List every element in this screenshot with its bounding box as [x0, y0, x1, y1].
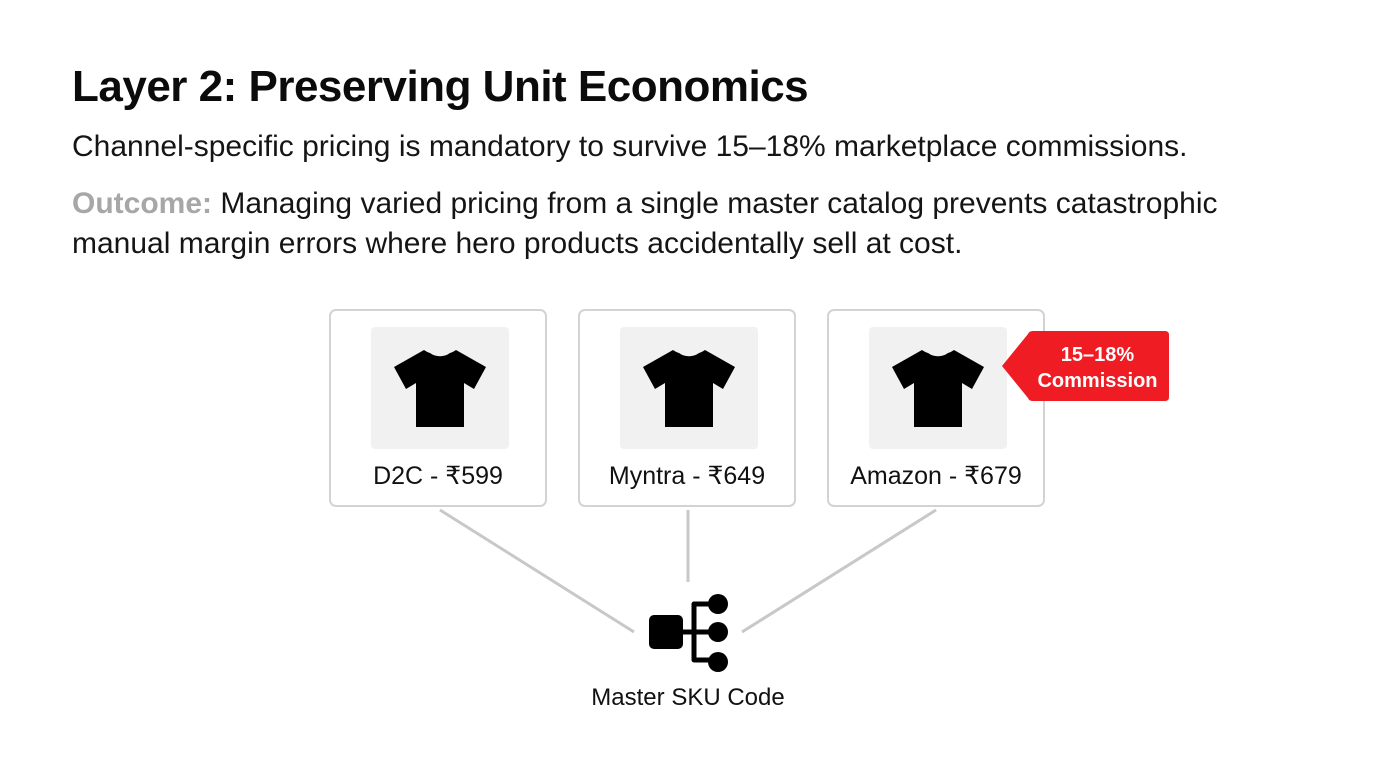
tshirt-icon: [892, 350, 984, 427]
connector-amazon: [741, 508, 937, 634]
channel-card-d2c: D2C - ₹599: [329, 309, 547, 507]
channel-price-label: D2C - ₹599: [373, 462, 503, 490]
tshirt-icon: [394, 350, 486, 427]
product-image: [620, 327, 758, 449]
outcome-paragraph: Outcome: Managing varied pricing from a …: [72, 184, 1312, 264]
connector-d2c: [439, 508, 635, 634]
outcome-label: Outcome:: [72, 187, 213, 220]
page-subtitle: Channel-specific pricing is mandatory to…: [72, 130, 1188, 163]
channel-card-amazon: Amazon - ₹679: [827, 309, 1045, 507]
tshirt-icon: [643, 350, 735, 427]
product-image: [869, 327, 1007, 449]
badge-percent: 15–18%: [1060, 344, 1135, 366]
outcome-text: Managing varied pricing from a single ma…: [72, 187, 1218, 260]
channel-price-label: Amazon - ₹679: [850, 462, 1022, 490]
hierarchy-icon: [649, 594, 728, 672]
channel-price-label: Myntra - ₹649: [608, 462, 766, 490]
channel-card-myntra: Myntra - ₹649: [578, 309, 796, 507]
page-title: Layer 2: Preserving Unit Economics: [72, 62, 809, 111]
badge-commission: Commission: [1037, 370, 1158, 392]
product-image: [371, 327, 509, 449]
commission-badge: 15–18% Commission: [1002, 331, 1169, 401]
hub-label: Master SKU Code: [591, 684, 785, 711]
badge-shape: [1002, 331, 1169, 401]
